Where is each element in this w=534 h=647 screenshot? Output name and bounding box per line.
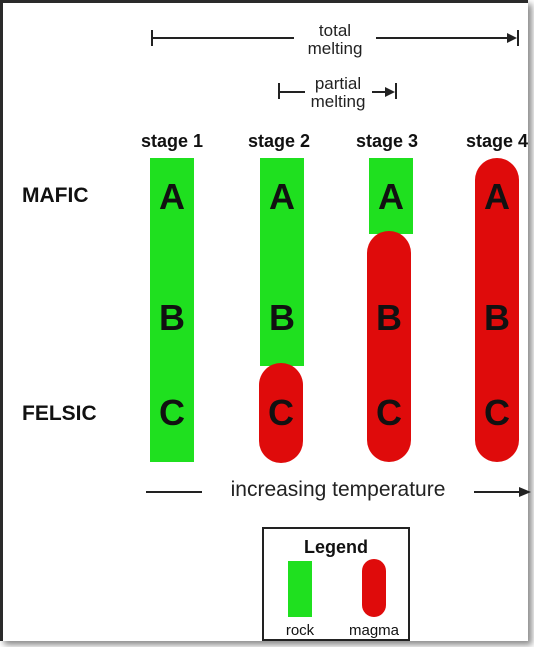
- legend-rock-label: rock: [285, 622, 315, 639]
- mafic-label: MAFIC: [22, 184, 89, 207]
- stage-2-label: stage 2: [247, 131, 311, 151]
- total-label-line2: melting: [307, 38, 363, 58]
- stage-3-letter-a: A: [378, 176, 404, 217]
- partial-melting-label: partial melting: [302, 75, 374, 111]
- total-melting-end-tick: [517, 30, 519, 46]
- stage-2-letter-c: C: [268, 392, 294, 433]
- legend-title: Legend: [303, 537, 368, 557]
- stage-3-rock-segment: [369, 158, 413, 234]
- legend-magma-swatch: [362, 559, 386, 617]
- total-melting-label: total melting: [294, 22, 376, 58]
- stage-4-letter-b: B: [484, 297, 510, 338]
- temperature-axis-arrowhead: [519, 487, 531, 497]
- stage-1-rock-segment: [150, 158, 194, 462]
- stage-2-rock-segment: [260, 158, 304, 366]
- partial-melting-line-left: [279, 91, 305, 93]
- felsic-label: FELSIC: [22, 402, 97, 425]
- legend-magma-label: magma: [348, 622, 400, 639]
- stage-2-letter-b: B: [269, 297, 295, 338]
- stage-1-letter-b: B: [159, 297, 185, 338]
- stage-4-magma-segment: [475, 158, 519, 462]
- stage-1-letter-a: A: [159, 176, 185, 217]
- stage-2-letter-a: A: [269, 176, 295, 217]
- stage-3-letter-b: B: [376, 297, 402, 338]
- temperature-axis-line-left: [146, 491, 202, 493]
- stage-4-label: stage 4: [465, 131, 529, 151]
- legend-box: Legend rock magma: [262, 527, 410, 641]
- stage-3-label: stage 3: [355, 131, 419, 151]
- temperature-axis-label: increasing temperature: [230, 478, 446, 501]
- partial-melting-start-tick: [278, 83, 280, 99]
- temperature-axis-line-right: [474, 491, 520, 493]
- total-melting-arrowhead: [507, 33, 517, 43]
- stage-1-letter-c: C: [159, 392, 185, 433]
- partial-label-line2: melting: [310, 91, 366, 111]
- stage-3-letter-c: C: [376, 392, 402, 433]
- total-label-line1: total: [318, 21, 352, 40]
- stage-1-label: stage 1: [140, 131, 204, 151]
- partial-melting-arrowhead: [385, 87, 395, 97]
- total-melting-line-left: [152, 37, 294, 39]
- partial-label-line1: partial: [314, 74, 362, 93]
- stage-4-letter-c: C: [484, 392, 510, 433]
- total-melting-start-tick: [151, 30, 153, 46]
- legend-rock-swatch: [288, 561, 312, 617]
- partial-melting-end-tick: [395, 83, 397, 99]
- total-melting-line-right: [376, 37, 508, 39]
- stage-3-magma-segment: [367, 231, 411, 462]
- stage-2-magma-segment: [259, 363, 303, 463]
- partial-melting-line-right: [372, 91, 386, 93]
- stage-4-letter-a: A: [484, 176, 510, 217]
